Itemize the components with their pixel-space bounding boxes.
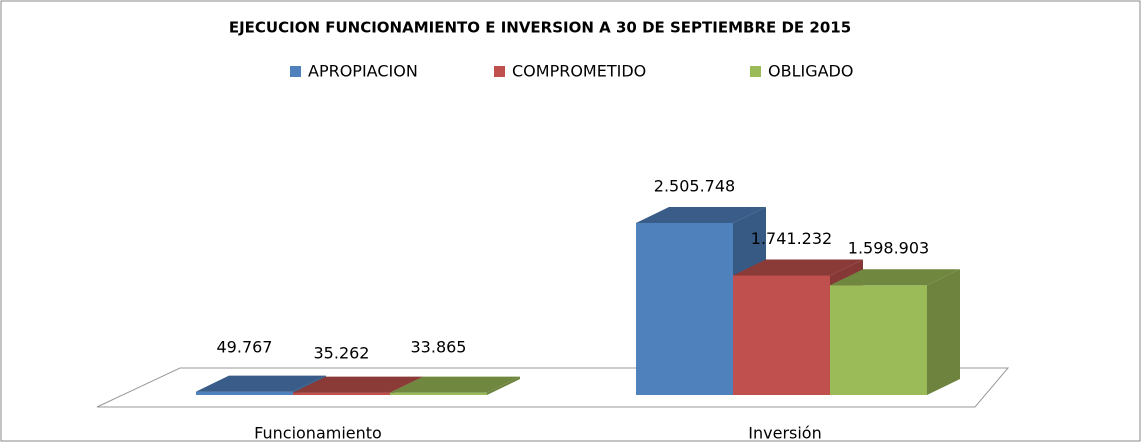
- bar-front: [390, 392, 487, 395]
- bar-front: [733, 275, 830, 395]
- legend-label: APROPIACION: [308, 62, 418, 81]
- bar-top: [196, 375, 326, 392]
- legend-swatch: [290, 66, 301, 77]
- bar-side: [487, 376, 520, 395]
- bar-top: [390, 376, 520, 393]
- data-label: 2.505.748: [654, 177, 735, 196]
- chart-title: EJECUCION FUNCIONAMIENTO E INVERSION A 3…: [229, 19, 851, 37]
- bar-top: [830, 269, 960, 286]
- legend-swatch: [750, 66, 761, 77]
- bar: [390, 376, 520, 395]
- legend-label: COMPROMETIDO: [512, 62, 646, 81]
- bar-front: [196, 391, 293, 395]
- bar-front: [636, 223, 733, 395]
- x-tick-label: Inversión: [748, 424, 821, 443]
- bar-side: [927, 269, 960, 395]
- bar: [830, 269, 960, 395]
- bar-top: [733, 259, 863, 276]
- bar-top: [636, 207, 766, 223]
- data-label: 33.865: [411, 338, 467, 357]
- data-label: 35.262: [314, 344, 370, 363]
- data-label: 1.598.903: [848, 239, 929, 258]
- legend-label: OBLIGADO: [768, 62, 853, 81]
- legend-swatch: [494, 66, 505, 77]
- bar-front: [830, 285, 927, 395]
- data-label: 1.741.232: [751, 229, 832, 248]
- x-tick-label: Funcionamiento: [254, 424, 382, 443]
- data-label: 49.767: [217, 338, 273, 357]
- bar-top: [293, 376, 423, 393]
- bar-front: [293, 392, 390, 395]
